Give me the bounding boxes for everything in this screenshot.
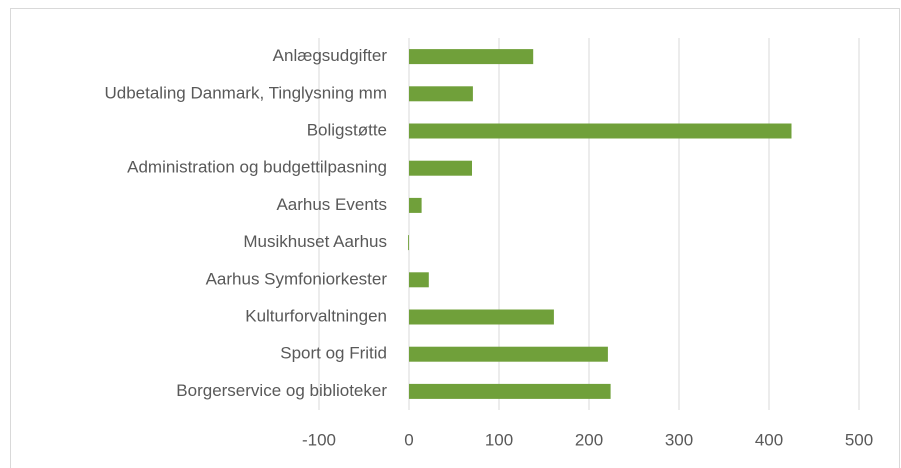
bar xyxy=(409,272,429,288)
bar xyxy=(409,309,554,325)
y-tick-label: Kulturforvaltningen xyxy=(245,306,387,325)
y-tick-label: Musikhuset Aarhus xyxy=(243,232,387,251)
y-tick-label: Administration og budgettilpasning xyxy=(127,158,387,177)
x-tick-label: 0 xyxy=(404,430,413,449)
x-tick-label: 200 xyxy=(575,430,603,449)
x-tick-label: 100 xyxy=(485,430,513,449)
bar xyxy=(409,86,473,102)
bar xyxy=(409,346,608,362)
chart-frame xyxy=(10,8,900,468)
y-tick-label: Boligstøtte xyxy=(307,120,387,139)
bar xyxy=(408,235,409,251)
bar xyxy=(409,383,611,399)
bar xyxy=(409,49,534,65)
y-tick-label: Anlægsudgifter xyxy=(273,46,388,65)
x-tick-label: 300 xyxy=(665,430,693,449)
bar xyxy=(409,160,472,176)
x-tick-label: 400 xyxy=(755,430,783,449)
y-tick-label: Aarhus Symfoniorkester xyxy=(206,269,388,288)
y-tick-label: Udbetaling Danmark, Tinglysning mm xyxy=(104,83,387,102)
y-tick-label: Sport og Fritid xyxy=(280,344,387,363)
x-tick-label: 500 xyxy=(845,430,873,449)
bar xyxy=(409,123,792,139)
y-tick-label: Aarhus Events xyxy=(276,195,387,214)
x-tick-label: -100 xyxy=(302,430,336,449)
y-tick-label: Borgerservice og biblioteker xyxy=(176,381,387,400)
bar xyxy=(409,197,422,213)
